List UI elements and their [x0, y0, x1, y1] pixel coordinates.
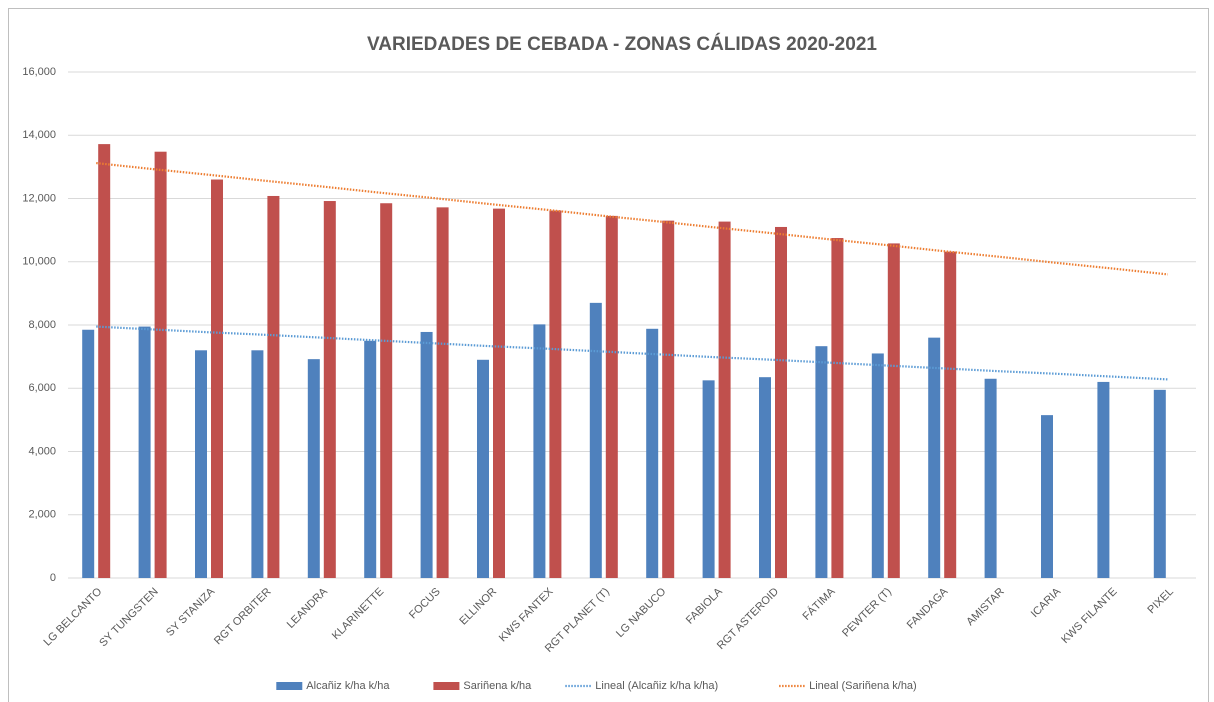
bar: [702, 380, 715, 578]
bar: [589, 302, 602, 578]
bar: [646, 328, 659, 578]
bar: [380, 203, 393, 578]
bar: [267, 195, 280, 578]
bar: [944, 251, 957, 578]
bar: [549, 210, 562, 578]
legend-label: Alcañiz k/ha k/ha: [306, 680, 390, 692]
x-tick-label: LEANDRA: [285, 585, 331, 631]
bar: [307, 359, 320, 578]
bar: [759, 377, 771, 578]
x-tick-label: FANDAGA: [905, 585, 951, 631]
x-tick-label: RGT ASTEROID: [715, 586, 781, 652]
x-tick-label: ICARIA: [1029, 585, 1064, 620]
bar: [436, 207, 449, 579]
x-tick-label: SY STANIZA: [164, 585, 218, 639]
bar: [82, 329, 95, 578]
bar: [154, 151, 167, 578]
bar: [984, 378, 997, 578]
bar: [323, 201, 336, 578]
bar: [364, 340, 377, 578]
y-tick-label: 10,000: [22, 256, 56, 268]
bar: [1153, 389, 1166, 578]
legend-label: Lineal (Sariñena k/ha): [809, 680, 917, 692]
bar: [718, 221, 731, 578]
y-tick-label: 12,000: [22, 192, 56, 204]
bar: [138, 326, 151, 578]
bar: [493, 208, 505, 578]
y-tick-label: 16,000: [22, 66, 56, 78]
bar: [871, 353, 884, 578]
bar: [477, 359, 489, 578]
x-tick-label: KLARINETTE: [330, 586, 386, 642]
x-tick-label: PEWTER (T): [840, 586, 894, 640]
bar: [533, 324, 546, 578]
legend-swatch: [276, 682, 303, 690]
trend-line: [96, 161, 1168, 276]
x-tick-label: FABIOLA: [684, 585, 725, 626]
bar: [195, 350, 207, 578]
x-tick-label: AMISTAR: [964, 586, 1007, 629]
x-tick-label: ELLINOR: [457, 586, 499, 628]
x-tick-label: RGT ORBITER: [212, 586, 274, 648]
bar: [98, 144, 111, 579]
x-tick-label: KWS FILANTE: [1059, 586, 1119, 646]
x-tick-label: FÁTIMA: [800, 585, 838, 623]
x-tick-label: FOCUS: [407, 586, 443, 622]
bar: [887, 243, 900, 578]
bar: [1041, 415, 1053, 578]
legend-label: Lineal (Alcañiz k/ha k/ha): [595, 680, 718, 692]
y-tick-label: 6,000: [28, 382, 56, 394]
bar: [775, 226, 787, 578]
y-tick-label: 8,000: [28, 319, 56, 331]
bar: [420, 331, 433, 578]
bar: [831, 238, 844, 578]
y-tick-label: 0: [50, 572, 56, 584]
chart-border: [8, 8, 1209, 702]
y-tick-label: 2,000: [28, 509, 56, 521]
legend-swatch: [433, 682, 460, 690]
trend-line: [96, 325, 1168, 381]
bar: [815, 346, 828, 578]
x-tick-label: LG BELCANTO: [42, 585, 105, 648]
x-tick-label: SY TUNGSTEN: [97, 586, 161, 650]
bar: [605, 215, 618, 579]
bar: [1097, 381, 1110, 578]
bar: [928, 337, 941, 578]
bar: [211, 179, 223, 578]
x-tick-label: LG NABUCO: [614, 585, 669, 640]
legend-label: Sariñena k/ha: [463, 680, 532, 692]
bar: [662, 220, 675, 578]
bar: [251, 350, 264, 578]
chart-title: VARIEDADES DE CEBADA - ZONAS CÁLIDAS 202…: [367, 33, 877, 55]
x-tick-label: PIXEL: [1145, 586, 1176, 617]
y-tick-label: 4,000: [28, 445, 56, 457]
y-tick-label: 14,000: [22, 129, 56, 141]
x-tick-label: KWS FANTEX: [497, 585, 556, 644]
